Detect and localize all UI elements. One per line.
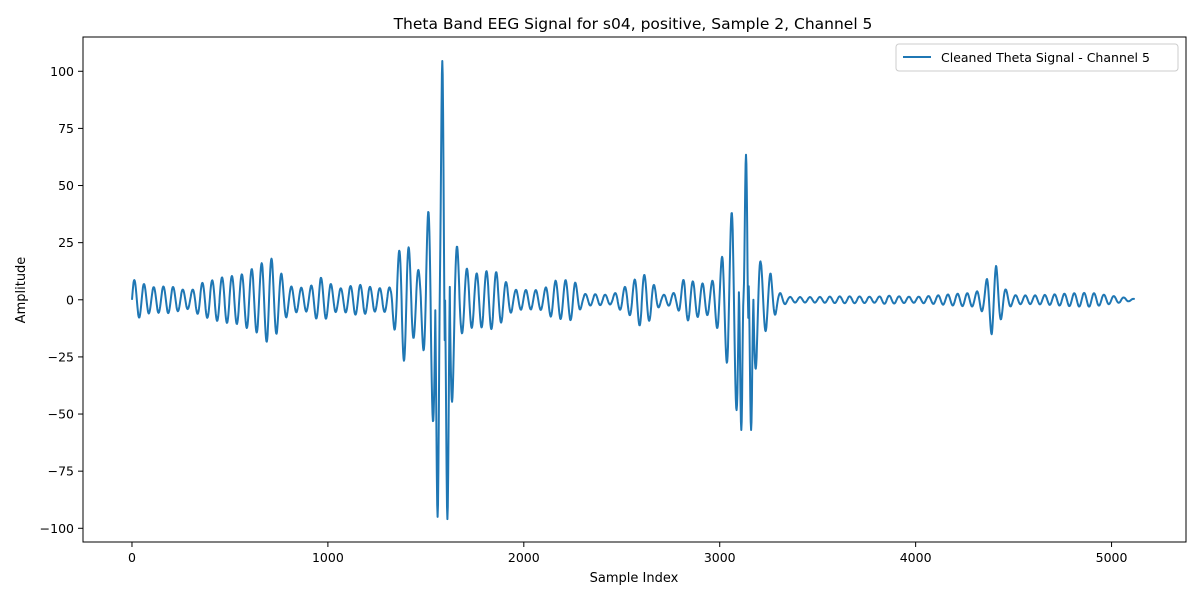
x-tick-label: 4000 [900, 550, 932, 565]
x-tick-label: 0 [128, 550, 136, 565]
y-tick-label: 25 [58, 235, 74, 250]
x-tick-label: 1000 [312, 550, 344, 565]
x-axis-label: Sample Index [590, 571, 679, 586]
y-tick-label: 0 [66, 292, 74, 307]
legend-entry: Cleaned Theta Signal - Channel 5 [941, 50, 1150, 65]
x-tick-label: 5000 [1096, 550, 1128, 565]
plot-area [82, 36, 1187, 543]
y-tick-label: −100 [40, 521, 74, 536]
x-tick-label: 3000 [704, 550, 736, 565]
legend-box [895, 43, 1179, 72]
y-tick-label: −50 [48, 407, 74, 422]
legend: Cleaned Theta Signal - Channel 5 [895, 43, 1179, 72]
y-tick-label: 50 [58, 178, 74, 193]
y-tick-label: −25 [48, 349, 74, 364]
plot-frame [82, 36, 1187, 543]
y-axis-label: Amplitude [14, 257, 29, 324]
y-tick-label: 100 [50, 64, 74, 79]
y-tick-label: 75 [58, 121, 74, 136]
y-tick-label: −75 [48, 464, 74, 479]
y-axis: −100 −75 −50 −25 0 25 50 75 100 [40, 64, 83, 536]
series-line [131, 60, 1136, 521]
x-tick-label: 2000 [508, 550, 540, 565]
x-axis: 0 1000 2000 3000 4000 5000 [128, 542, 1128, 565]
chart-title: Theta Band EEG Signal for s04, positive,… [393, 15, 873, 33]
